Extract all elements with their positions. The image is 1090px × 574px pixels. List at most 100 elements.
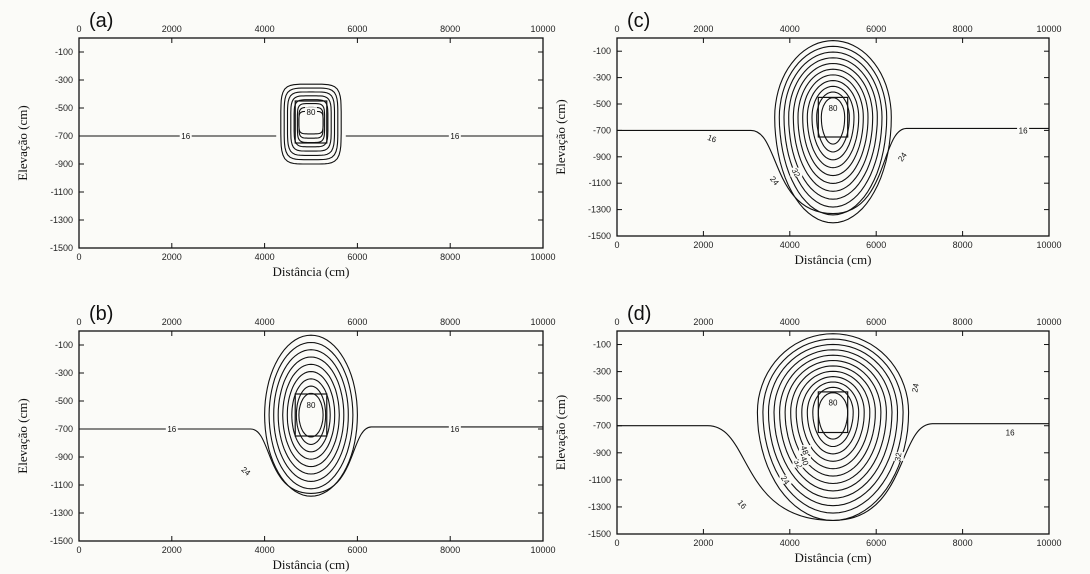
contour-ring	[820, 97, 846, 145]
x-tick-label-top: 2000	[693, 24, 713, 34]
y-tick-label: -900	[593, 152, 611, 162]
contour-ring	[296, 103, 326, 144]
x-tick-label: 8000	[953, 538, 973, 548]
plot-frame	[78, 330, 544, 542]
y-tick-label: -500	[55, 396, 73, 406]
panel-label: (c)	[627, 10, 650, 32]
panel-label: (d)	[627, 303, 651, 325]
y-axis-label: Elevação (cm)	[553, 99, 568, 174]
y-tick-label: -300	[55, 368, 73, 378]
contour-lines	[79, 334, 543, 497]
x-tick-label: 4000	[780, 240, 800, 250]
contour-ring	[291, 378, 331, 453]
contour-ring	[286, 371, 336, 460]
contour-ring	[774, 40, 892, 224]
x-tick-label-top: 6000	[866, 24, 886, 34]
x-tick-label-top: 10000	[1036, 317, 1061, 327]
y-tick-label: -300	[593, 367, 611, 377]
x-tick-label-top: 8000	[440, 317, 460, 327]
panel-label: (a)	[89, 10, 113, 32]
contour-ring	[792, 62, 874, 192]
contour-ring	[762, 338, 904, 514]
contour-ring	[778, 45, 888, 216]
contour-ring	[801, 376, 865, 462]
x-tick-label-top: 10000	[1036, 24, 1061, 34]
x-tick-label-top: 10000	[530, 24, 555, 34]
contour-ring	[779, 354, 887, 492]
contour-label-bg	[798, 455, 811, 465]
source-box	[817, 96, 849, 138]
contour-ring	[784, 359, 882, 485]
contour-ring	[293, 99, 329, 148]
contour-16-background	[617, 127, 1049, 215]
x-tick-label-top: 4000	[255, 24, 275, 34]
contour-ring	[290, 95, 332, 152]
panel-label: (b)	[89, 303, 113, 325]
x-axis-label: Distância (cm)	[795, 252, 872, 267]
y-tick-label: -1100	[589, 475, 611, 485]
contour-label-bg	[448, 131, 461, 140]
x-tick-label-top: 8000	[440, 24, 460, 34]
y-tick-label: -1500	[588, 529, 611, 539]
x-tick-label-top: 6000	[347, 24, 367, 34]
y-tick-label: -1100	[51, 480, 73, 490]
contour-label: 80	[829, 399, 838, 408]
contour-ring	[812, 386, 854, 448]
contour-label-bg	[706, 133, 719, 143]
x-tick-label-top: 4000	[255, 317, 275, 327]
x-tick-label-top: 10000	[530, 317, 555, 327]
contour-ring	[795, 370, 871, 470]
x-tick-label: 6000	[347, 252, 367, 262]
plot-frame	[616, 37, 1050, 237]
contour-ring	[811, 85, 855, 161]
contour-lines	[617, 40, 1049, 224]
x-tick-label: 0	[614, 240, 619, 250]
panel-d: 0 0 2000 2000 4000 4000 6000 6000 8000 8000 10000 1…	[553, 303, 1062, 565]
x-tick-label: 0	[614, 538, 619, 548]
x-tick-label-top: 4000	[780, 24, 800, 34]
x-tick-label: 8000	[440, 545, 460, 555]
x-tick-label-top: 8000	[953, 24, 973, 34]
y-tick-label: -1500	[588, 231, 611, 241]
x-tick-label: 4000	[255, 252, 275, 262]
contour-ring	[295, 385, 327, 445]
contour-ring	[280, 83, 342, 165]
x-tick-label-top: 2000	[162, 24, 182, 34]
contour-label-bg	[305, 400, 317, 410]
x-axis-label: Distância (cm)	[273, 557, 350, 572]
y-tick-label: -500	[593, 99, 611, 109]
y-tick-label: -500	[55, 103, 73, 113]
contour-label: 16	[1019, 126, 1028, 135]
contour-label-bg	[1004, 427, 1017, 437]
x-tick-label: 2000	[162, 545, 182, 555]
contour-label-bg	[305, 107, 317, 117]
y-tick-label: -1300	[588, 502, 611, 512]
x-tick-label-top: 0	[614, 24, 619, 34]
y-tick-label: -700	[55, 131, 73, 141]
x-tick-label: 4000	[780, 538, 800, 548]
y-tick-label: -700	[55, 424, 73, 434]
x-tick-label: 8000	[440, 252, 460, 262]
contour-label: 16	[1006, 429, 1015, 438]
contour-label-bg	[891, 451, 904, 461]
y-tick-label: -300	[593, 73, 611, 83]
contour-label-bg	[768, 175, 781, 185]
contour-ring	[767, 343, 899, 507]
y-tick-label: -900	[55, 159, 73, 169]
contour-label: 16	[167, 425, 176, 434]
contour-ring	[298, 392, 324, 438]
contour-ring	[286, 91, 336, 156]
contour-ring	[790, 365, 876, 477]
x-tick-label-top: 6000	[866, 317, 886, 327]
contour-label-bg	[448, 424, 461, 433]
contour-ring	[797, 68, 869, 184]
contour-label: 80	[307, 401, 316, 410]
panel-b: 0 0 2000 2000 4000 4000 6000 6000 8000 8000 10000 1…	[15, 303, 556, 572]
contour-ring	[283, 87, 339, 161]
y-tick-label: -500	[593, 394, 611, 404]
contour-ring	[277, 356, 345, 475]
y-axis-label: Elevação (cm)	[15, 398, 30, 473]
y-tick-label: -1500	[50, 243, 73, 253]
x-tick-label-top: 2000	[162, 317, 182, 327]
